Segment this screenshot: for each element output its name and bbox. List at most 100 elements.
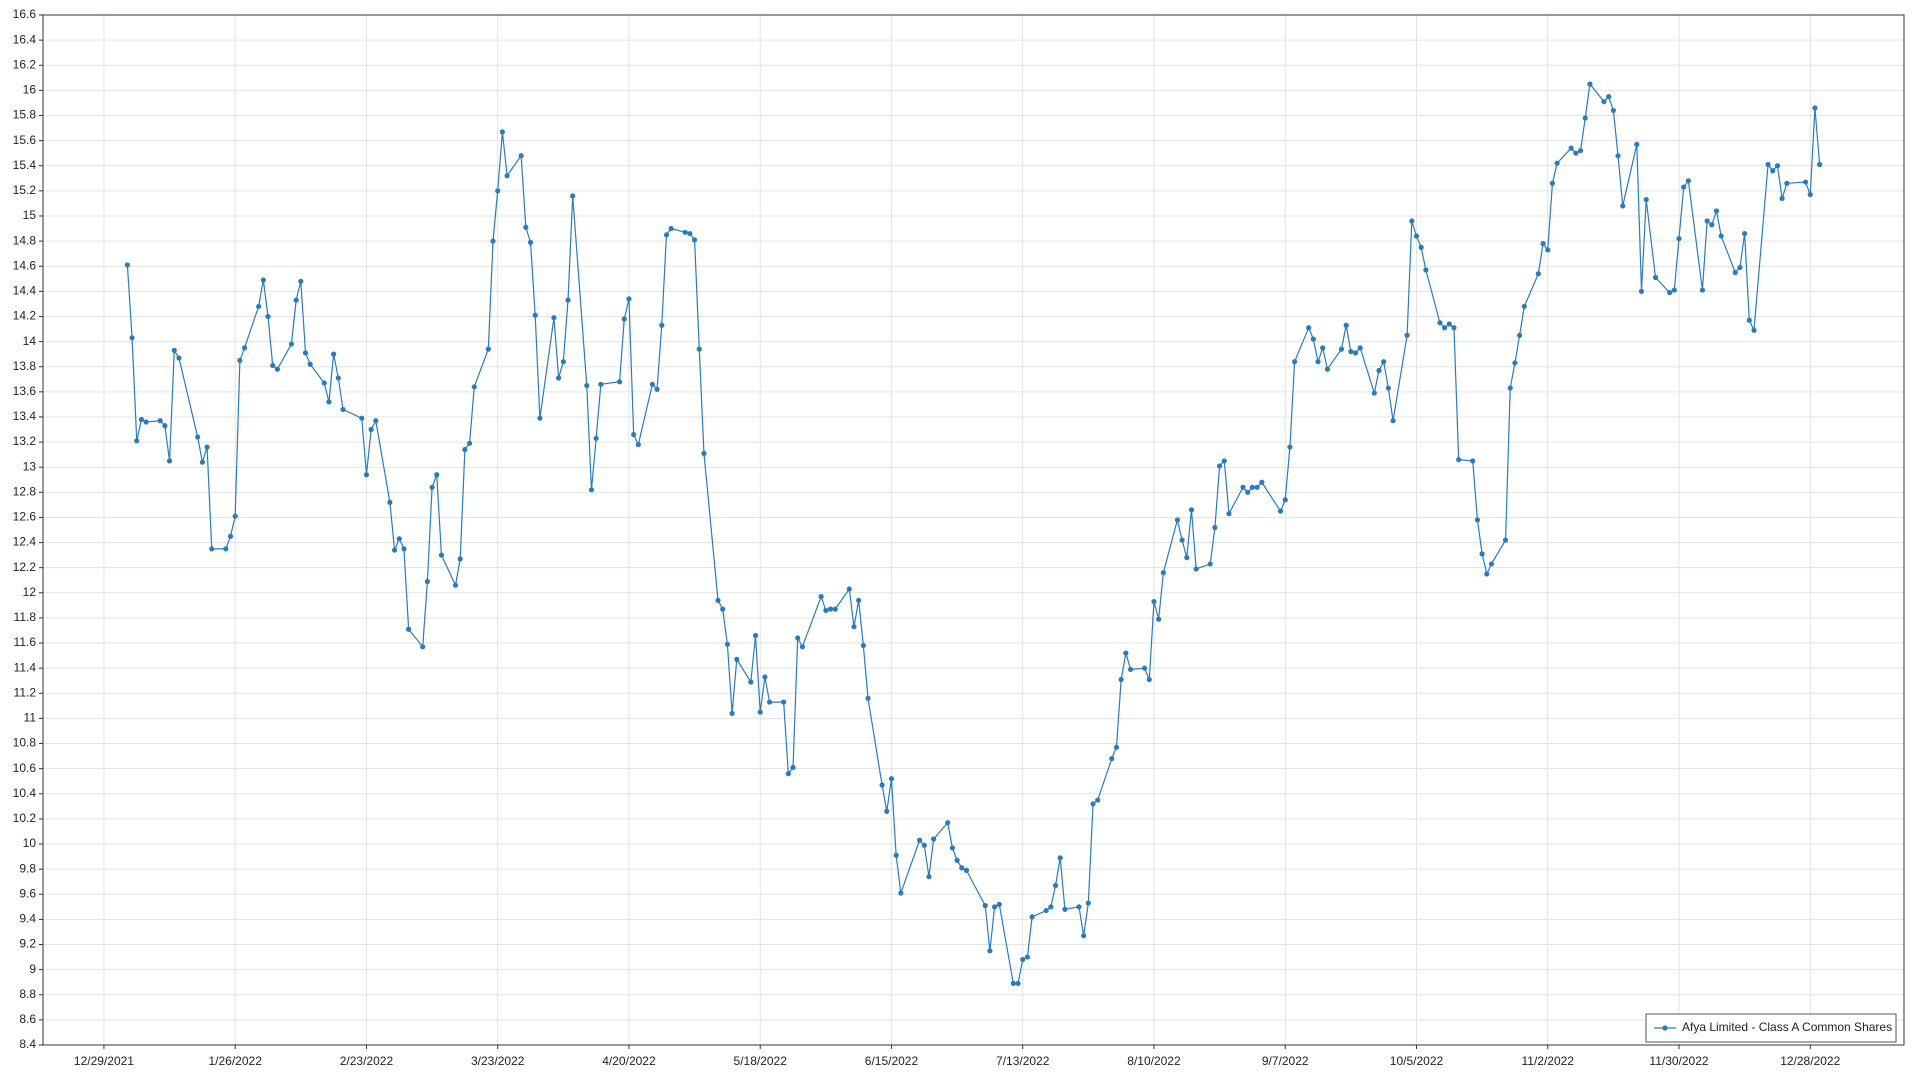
data-point [1287,444,1293,450]
data-point [373,418,379,424]
data-point [1502,537,1509,543]
data-point [1742,230,1748,237]
data-point [752,632,759,639]
data-point [1118,676,1124,683]
x-tick-label: 12/28/2022 [1780,1054,1840,1068]
x-tick-label: 10/5/2022 [1390,1054,1444,1068]
data-point [1376,367,1382,374]
data-point [1507,385,1513,391]
data-point [129,335,135,341]
data-point [1076,904,1082,910]
data-point [1193,566,1199,572]
data-point [1057,855,1063,861]
data-point [260,277,266,283]
data-point [270,362,276,369]
data-point [1029,914,1035,920]
data-point [1043,907,1049,914]
data-point [331,351,337,357]
data-point [1217,463,1223,469]
data-point [1582,115,1588,121]
data-point [1123,650,1129,656]
data-point [143,419,149,425]
data-point [523,224,529,230]
data-point [931,836,937,842]
data-point [687,230,693,237]
y-tick-label: 13 [23,459,37,473]
data-point [1306,325,1312,331]
data-point [1699,287,1706,293]
data-point [1113,744,1120,750]
data-point [452,582,459,588]
data-point [701,450,707,456]
data-point [1423,267,1429,273]
data-point [157,418,163,424]
data-point [396,536,402,542]
data-point [856,597,862,603]
data-point [1573,150,1579,156]
data-point [1779,195,1785,201]
data-point [865,695,871,701]
data-point [570,193,576,199]
data-point [241,345,248,351]
data-point [171,347,177,353]
data-point [274,366,280,372]
data-point [518,153,524,159]
data-point [256,303,262,310]
data-point [1577,148,1584,154]
y-tick-label: 12.6 [13,510,37,524]
data-point [898,890,904,896]
data-point [307,361,313,367]
data-point [1545,247,1551,253]
data-point [326,399,332,405]
data-point [729,710,735,716]
data-point [1188,507,1195,513]
data-point [1010,980,1016,987]
data-point [1535,271,1541,277]
data-point [1456,457,1462,463]
data-point [1249,484,1256,490]
data-point [781,699,787,705]
data-point [457,556,463,562]
data-point [1240,484,1246,490]
data-point [682,229,688,235]
data-point [860,642,866,649]
data-point [1451,325,1457,331]
data-point [1315,359,1321,365]
data-point [762,674,768,680]
y-tick-label: 16.4 [13,32,37,46]
y-tick-label: 8.8 [19,987,36,1001]
data-point [1718,233,1724,239]
data-point [616,379,623,385]
y-tick-label: 11.2 [14,685,37,699]
data-point [1245,489,1251,495]
y-tick-label: 15.4 [13,158,37,172]
data-point [1127,666,1134,673]
x-tick-label: 11/30/2022 [1649,1054,1708,1068]
x-tick-label: 4/20/2022 [602,1054,656,1068]
data-point [1212,524,1218,531]
y-tick-label: 15.8 [13,108,37,122]
data-point [302,350,309,356]
data-point [1713,208,1720,214]
data-point [288,341,295,347]
data-point [1390,418,1396,424]
data-point [134,438,140,444]
x-tick-label: 12/29/2021 [74,1054,134,1068]
data-point [537,415,543,421]
data-point [926,874,932,880]
legend-label: Afya Limited - Class A Common Shares [1682,1020,1892,1034]
data-point [424,578,430,585]
data-point [1568,145,1574,151]
legend: Afya Limited - Class A Common Shares [1645,1013,1897,1043]
data-point [265,313,271,320]
data-point [1324,366,1331,372]
data-point [391,547,398,553]
legend-marker [1662,1025,1668,1031]
data-point [532,312,538,318]
data-point [631,431,637,438]
data-point [668,225,674,232]
y-tick-label: 10.6 [13,761,37,775]
data-point [1277,508,1284,514]
data-point [340,406,346,413]
data-point [1812,105,1818,111]
